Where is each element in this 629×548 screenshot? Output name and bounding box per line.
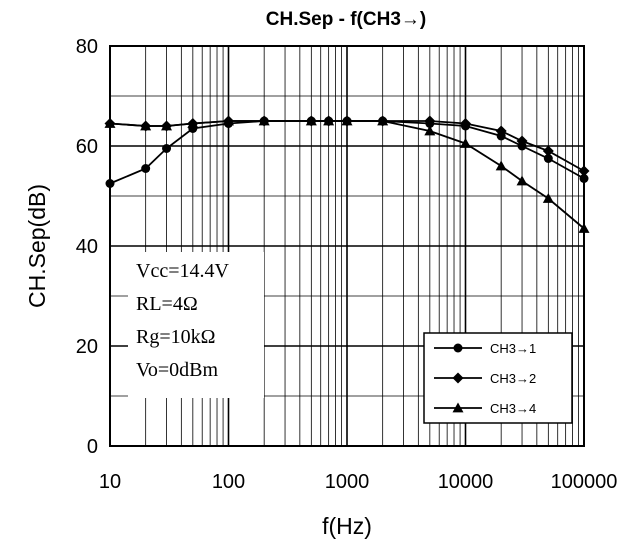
data-point: [323, 115, 335, 126]
legend-label: CH3→4: [490, 401, 536, 416]
data-point: [162, 144, 172, 153]
chart-title: CH.Sep - f(CH3→): [266, 9, 426, 30]
y-tick-labels: 0 20 40 60 80: [76, 36, 98, 458]
data-point: [578, 165, 590, 177]
y-axis-title: CH.Sep(dB): [24, 184, 50, 308]
condition-line: Vo=0dBm: [136, 359, 218, 381]
data-point: [341, 115, 353, 126]
data-point: [516, 135, 528, 147]
data-point: [223, 115, 234, 126]
data-point: [305, 115, 317, 126]
data-point: [578, 223, 590, 233]
data-point: [542, 193, 554, 203]
x-tick-label: 10: [99, 471, 121, 493]
data-point: [543, 154, 553, 163]
data-point: [460, 118, 471, 129]
condition-line: RL=4Ω: [136, 293, 198, 315]
condition-line: Vcc=14.4V: [136, 260, 229, 282]
series-layer: [104, 115, 590, 233]
condition-box: Vcc=14.4V RL=4Ω Rg=10kΩ Vo=0dBm: [128, 252, 264, 398]
data-point: [424, 125, 436, 136]
condition-line: Rg=10kΩ: [136, 326, 215, 348]
legend: CH3→1 CH3→2 CH3→4: [423, 332, 573, 424]
legend-marker: [453, 343, 463, 353]
x-tick-label: 10000: [438, 471, 494, 493]
data-point: [140, 120, 152, 131]
data-point: [579, 174, 589, 183]
series-line: [109, 120, 585, 230]
data-point: [141, 164, 151, 173]
x-axis-title: f(Hz): [322, 513, 372, 539]
data-point: [161, 120, 173, 131]
x-tick-labels: 10 100 1000 10000 100000: [99, 471, 618, 493]
legend-marker: [452, 372, 464, 384]
data-point: [516, 175, 528, 186]
plot-frame: [109, 45, 585, 447]
x-tick-label: 100: [212, 471, 245, 493]
data-point: [187, 118, 199, 128]
y-tick-label: 40: [76, 236, 98, 258]
data-point: [424, 115, 436, 127]
data-point: [377, 115, 389, 126]
data-point: [542, 145, 554, 157]
y-tick-label: 80: [76, 36, 98, 58]
legend-marker: [452, 402, 464, 413]
y-tick-label: 60: [76, 136, 98, 158]
legend-label: CH3→1: [490, 341, 536, 356]
x-tick-label: 100000: [551, 471, 618, 493]
legend-label: CH3→2: [490, 371, 536, 386]
data-point: [105, 179, 115, 188]
y-tick-label: 20: [76, 336, 98, 358]
condition-box-frame: [128, 252, 264, 398]
data-point: [460, 138, 471, 148]
data-point: [495, 125, 507, 137]
data-point: [495, 160, 507, 171]
x-tick-label: 1000: [325, 471, 370, 493]
y-tick-label: 0: [87, 436, 98, 458]
data-point: [258, 115, 270, 126]
data-point: [104, 118, 116, 128]
series-ch3-4: [104, 115, 590, 233]
